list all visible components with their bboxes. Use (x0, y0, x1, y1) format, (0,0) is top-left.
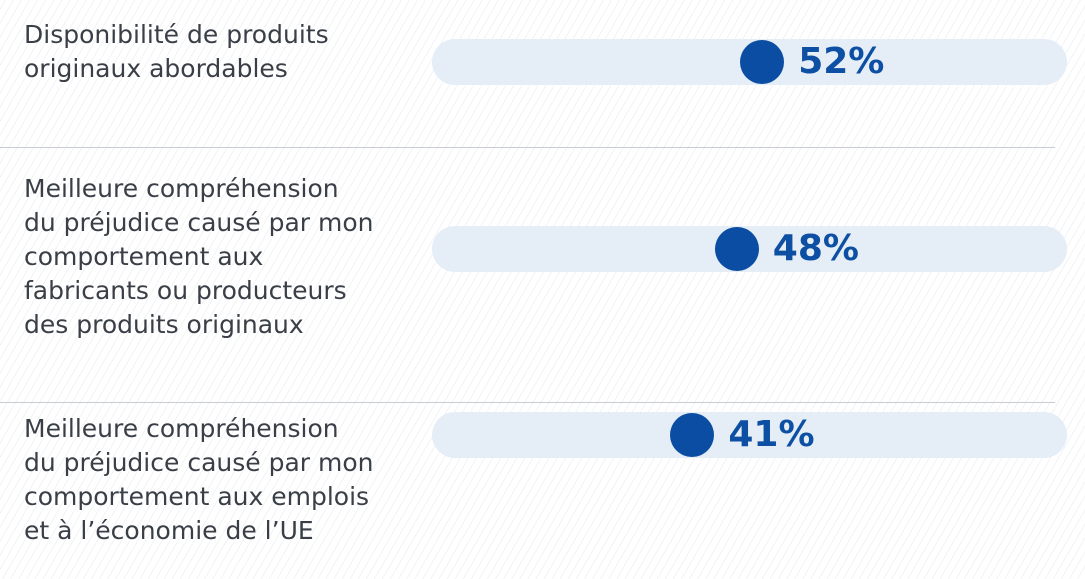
separator (0, 147, 1055, 148)
category-label: Meilleure compréhension du préjudice cau… (24, 174, 374, 339)
value-label: 48% (772, 228, 859, 269)
dot (740, 40, 785, 84)
category-label: Meilleure compréhension du préjudice cau… (24, 414, 374, 545)
dot (714, 227, 759, 271)
category-label: Disponibilité de produits originaux abor… (24, 20, 329, 83)
value-label: 41% (728, 414, 815, 455)
track (432, 412, 1067, 458)
value-label: 52% (798, 41, 885, 82)
dot (670, 413, 715, 457)
separator (0, 402, 1055, 403)
